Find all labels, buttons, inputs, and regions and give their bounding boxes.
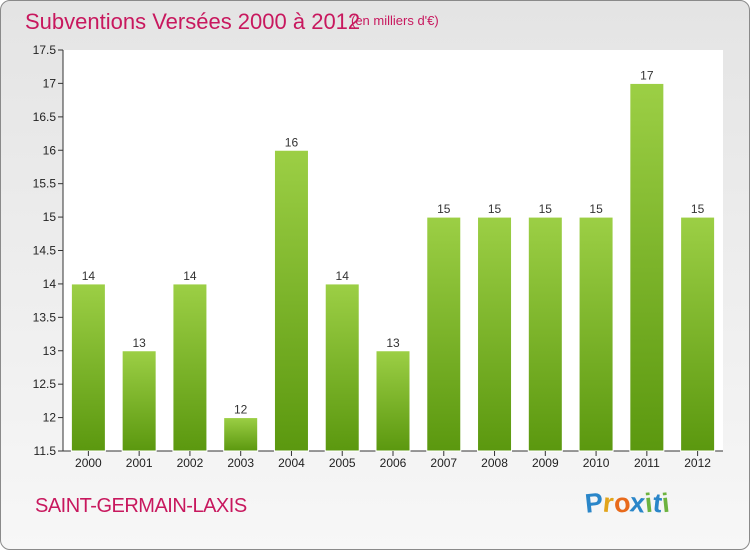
bar-2010 (578, 216, 614, 452)
value-label: 12 (234, 403, 248, 417)
bar-2001 (121, 350, 157, 452)
y-tick-label: 17 (43, 76, 57, 90)
bar-2005 (324, 283, 360, 452)
value-label: 16 (285, 135, 299, 149)
y-tick-label: 12 (43, 411, 57, 425)
x-tick-label: 2011 (634, 456, 660, 470)
chart-subtitle: (en milliers d'€) (351, 13, 439, 28)
y-tick-label: 16.5 (33, 110, 57, 124)
y-tick-label: 16 (43, 143, 57, 157)
y-tick-label: 13.5 (33, 310, 57, 324)
x-tick-label: 2001 (126, 456, 153, 470)
y-tick-label: 13 (43, 344, 57, 358)
x-tick-label: 2010 (583, 456, 610, 470)
x-tick-label: 2012 (684, 456, 711, 470)
x-tick-label: 2002 (177, 456, 204, 470)
value-label: 15 (437, 202, 451, 216)
y-tick-label: 15 (43, 210, 57, 224)
bar-2009 (527, 216, 563, 452)
bar-2000 (70, 283, 106, 452)
y-tick-label: 11.5 (34, 444, 57, 458)
y-tick-label: 15.5 (33, 177, 57, 191)
y-tick-label: 14.5 (33, 244, 57, 258)
bar-2002 (172, 283, 208, 452)
proxiti-logo: Proxiti (583, 487, 671, 519)
bar-2006 (375, 350, 411, 452)
value-label: 13 (132, 336, 146, 350)
value-label: 15 (691, 202, 705, 216)
commune-name: SAINT-GERMAIN-LAXIS (35, 495, 247, 517)
y-tick-label: 17.5 (33, 43, 57, 57)
y-tick-label: 12.5 (33, 377, 57, 391)
value-label: 14 (336, 269, 350, 283)
x-tick-label: 2009 (532, 456, 559, 470)
value-label: 15 (488, 202, 502, 216)
x-tick-label: 2006 (380, 456, 407, 470)
value-label: 15 (589, 202, 603, 216)
x-tick-label: 2004 (278, 456, 305, 470)
x-tick-label: 2003 (227, 456, 254, 470)
x-tick-label: 2000 (75, 456, 102, 470)
value-label: 17 (640, 68, 654, 82)
bar-2007 (426, 216, 462, 452)
x-tick-label: 2007 (430, 456, 457, 470)
value-label: 15 (539, 202, 553, 216)
bar-2012 (680, 216, 716, 452)
bar-2008 (477, 216, 513, 452)
bar-2011 (629, 82, 665, 452)
value-label: 14 (183, 269, 197, 283)
x-tick-label: 2005 (329, 456, 356, 470)
value-label: 13 (386, 336, 400, 350)
bar-2003 (223, 417, 259, 452)
y-tick-label: 14 (43, 277, 57, 291)
bar-2004 (273, 149, 309, 452)
logo-letter: i (659, 487, 671, 519)
chart-title: Subventions Versées 2000 à 2012 (25, 9, 361, 34)
x-tick-label: 2008 (481, 456, 508, 470)
value-label: 14 (82, 269, 96, 283)
